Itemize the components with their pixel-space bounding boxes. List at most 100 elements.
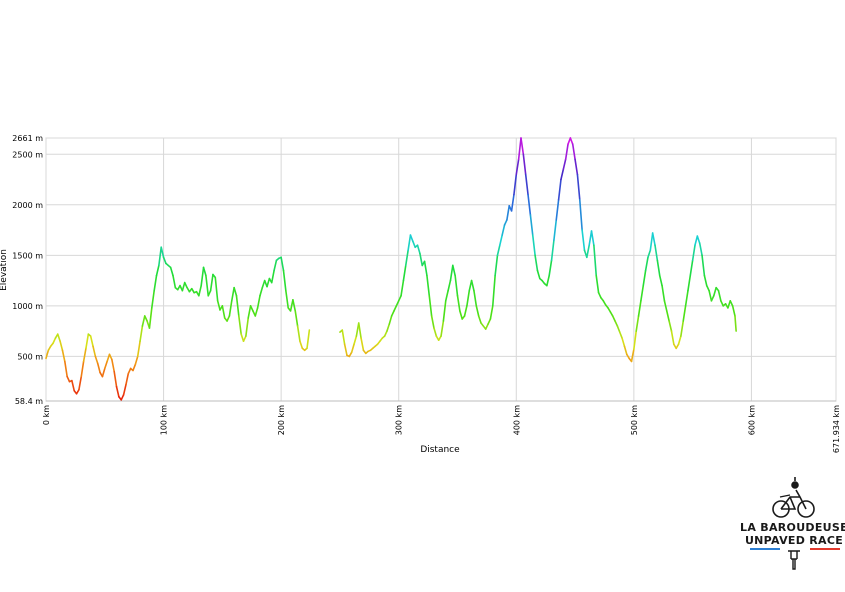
elevation-line-segment xyxy=(393,305,398,312)
elevation-line-segment xyxy=(670,330,675,346)
elevation-line-segment xyxy=(454,274,459,297)
elevation-line-segment xyxy=(242,335,247,343)
y-tick-label: 2000 m xyxy=(12,201,43,210)
elevation-line-segment xyxy=(216,299,221,311)
elevation-line-segment xyxy=(282,269,287,292)
elevation-line-segment xyxy=(682,305,687,322)
elevation-line-segment xyxy=(703,274,708,287)
elevation-line-segment xyxy=(59,340,64,352)
elevation-line-segment xyxy=(717,289,722,302)
elevation-line-segment xyxy=(120,393,125,401)
elevation-line-segment xyxy=(266,277,271,288)
elevation-series xyxy=(45,137,737,401)
elevation-line-segment xyxy=(240,333,245,343)
elevation-line-segment xyxy=(85,333,90,350)
elevation-line-segment xyxy=(80,360,85,378)
multitool-icon xyxy=(788,550,800,570)
elevation-line-segment xyxy=(230,286,235,302)
elevation-line-segment xyxy=(712,286,717,297)
elevation-line-segment xyxy=(153,274,158,292)
elevation-line-segment xyxy=(78,375,83,391)
elevation-line-segment xyxy=(442,299,447,322)
elevation-line-segment xyxy=(633,330,638,351)
elevation-line-segment xyxy=(550,239,555,262)
elevation-line-segment xyxy=(466,289,471,307)
elevation-line-segment xyxy=(484,323,489,330)
elevation-line-segment xyxy=(162,256,167,265)
elevation-line-segment xyxy=(360,337,365,352)
elevation-line-segment xyxy=(647,249,652,259)
elevation-line-segment xyxy=(115,385,120,398)
elevation-line-segment xyxy=(45,349,50,360)
elevation-line-segment xyxy=(536,269,541,280)
elevation-line-segment xyxy=(651,232,656,247)
elevation-line-segment xyxy=(661,284,666,302)
elevation-line-segment xyxy=(503,219,508,226)
elevation-line-segment xyxy=(658,274,663,287)
elevation-line-segment xyxy=(440,320,445,337)
elevation-line-segment xyxy=(92,345,97,358)
elevation-line-segment xyxy=(665,310,670,322)
elevation-line-segment xyxy=(590,230,595,247)
elevation-line-segment xyxy=(644,256,649,272)
logo-line1: LA BAROUDEUSE xyxy=(740,521,845,534)
elevation-line-segment xyxy=(564,143,569,161)
elevation-line-segment xyxy=(209,273,214,292)
elevation-line-segment xyxy=(71,379,76,392)
elevation-line-segment xyxy=(459,310,464,320)
y-axis-title: Elevation xyxy=(0,249,9,291)
elevation-line-segment xyxy=(618,331,623,339)
elevation-line-segment xyxy=(522,153,527,176)
elevation-line-segment xyxy=(696,235,701,244)
elevation-line-segment xyxy=(256,294,261,309)
elevation-line-segment xyxy=(280,256,285,272)
elevation-line-segment xyxy=(595,274,600,294)
x-tick-label: 671.934 km xyxy=(832,405,841,453)
elevation-line-segment xyxy=(404,249,409,267)
elevation-line-segment xyxy=(357,322,362,339)
elevation-line-segment xyxy=(270,269,275,284)
elevation-line-segment xyxy=(501,224,506,236)
y-tick-label: 2661 m xyxy=(12,134,43,143)
elevation-line-segment xyxy=(548,259,553,277)
elevation-line-segment xyxy=(294,310,299,327)
plot-frame xyxy=(45,137,837,402)
elevation-line-segment xyxy=(245,317,250,337)
elevation-line-segment xyxy=(106,353,111,363)
elevation-line-segment xyxy=(350,343,355,354)
elevation-line-segment xyxy=(259,286,264,297)
elevation-line-segment xyxy=(649,232,654,252)
elevation-line-segment xyxy=(343,343,348,357)
elevation-line-segment xyxy=(235,294,240,317)
elevation-line-segment xyxy=(61,349,66,363)
elevation-line-segment xyxy=(656,259,661,277)
elevation-line-segment xyxy=(82,347,87,363)
elevation-line-segment xyxy=(390,310,395,317)
elevation-line-segment xyxy=(127,367,132,375)
elevation-line-segment xyxy=(581,229,586,252)
x-axis-title: Distance xyxy=(420,445,460,455)
elevation-line-segment xyxy=(586,244,590,259)
y-tick-label: 2500 m xyxy=(12,150,43,159)
elevation-line-segment xyxy=(470,279,475,292)
elevation-line-segment xyxy=(621,337,626,348)
y-tick-label: 1000 m xyxy=(12,302,43,311)
elevation-line-segment xyxy=(531,234,536,257)
elevation-line-segment xyxy=(477,315,482,324)
logo-line2: UNPAVED RACE xyxy=(745,534,843,547)
elevation-line-segment xyxy=(689,259,694,277)
elevation-line-segment xyxy=(614,320,619,327)
elevation-line-segment xyxy=(383,330,388,337)
elevation-line-segment xyxy=(635,315,640,332)
logo-red-bar xyxy=(810,548,840,550)
elevation-line-segment xyxy=(139,325,144,343)
elevation-line-segment xyxy=(407,234,412,252)
elevation-line-segment xyxy=(489,305,494,320)
elevation-line-segment xyxy=(546,274,551,287)
elevation-line-segment xyxy=(299,340,304,350)
elevation-line-segment xyxy=(449,264,454,282)
x-tick-label: 600 km xyxy=(747,405,756,435)
elevation-line-segment xyxy=(494,254,499,277)
elevation-line-segment xyxy=(64,360,68,378)
elevation-line-segment xyxy=(292,298,297,312)
